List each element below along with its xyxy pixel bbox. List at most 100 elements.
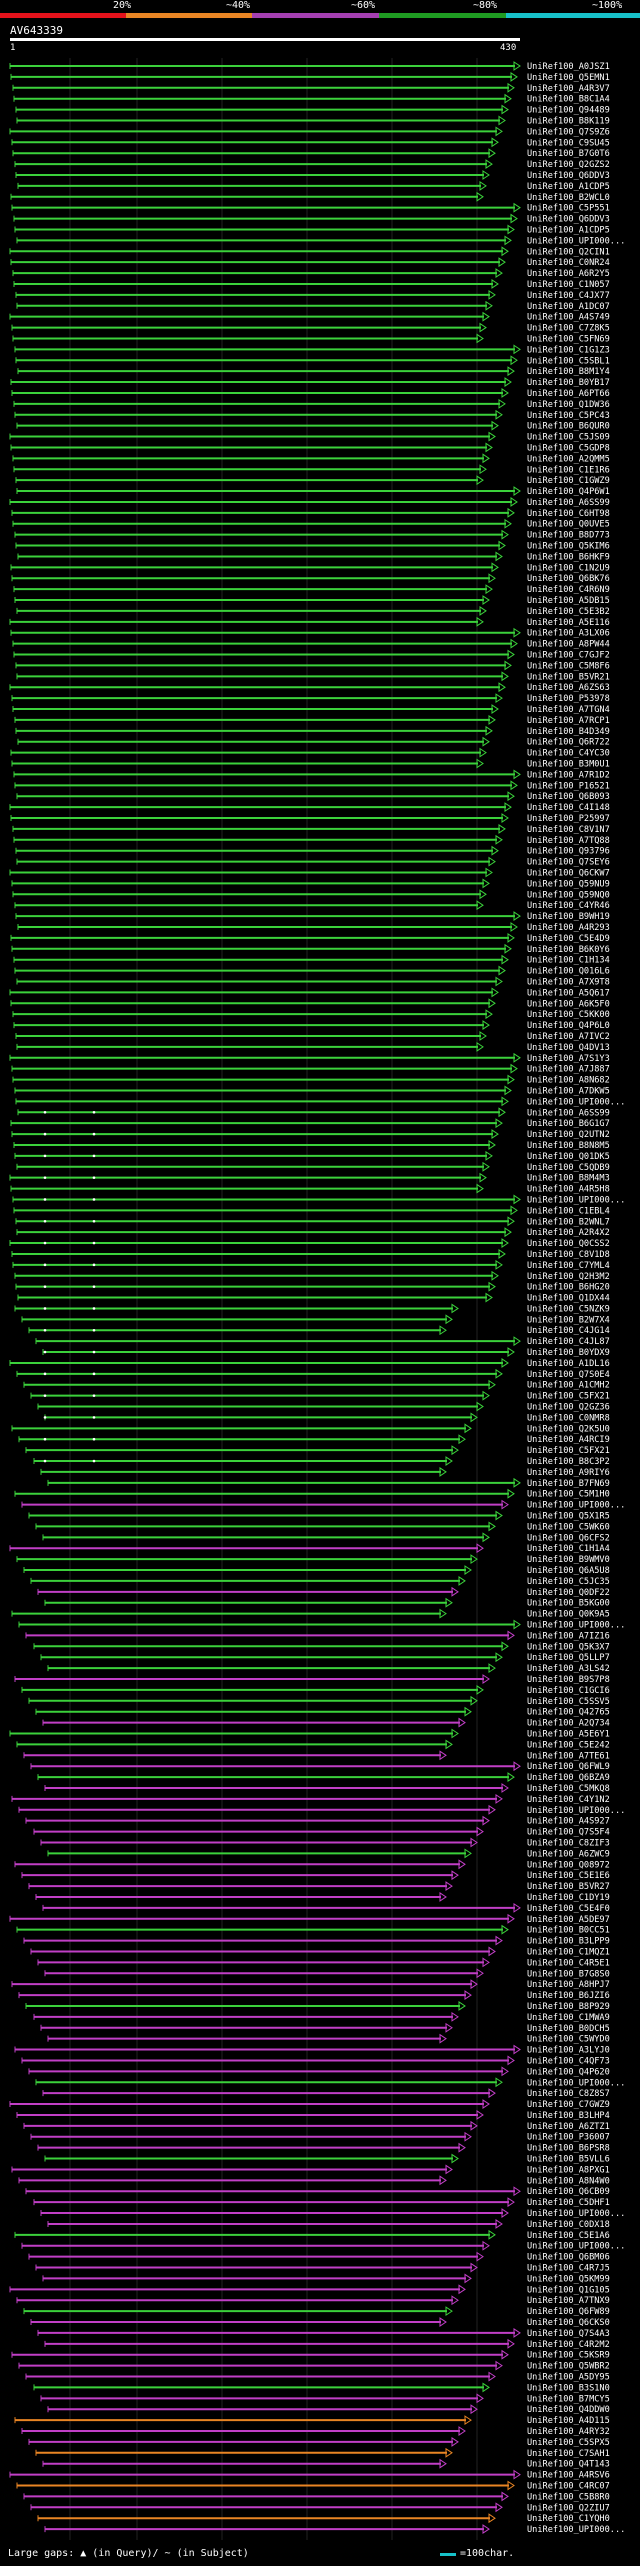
hit-label[interactable]: UniRef100_B6HG20 bbox=[527, 1283, 610, 1293]
hit-label[interactable]: UniRef100_C5GDP8 bbox=[527, 443, 610, 453]
hit-label[interactable]: UniRef100_B5VR27 bbox=[527, 1882, 610, 1892]
hit-label[interactable]: UniRef100_Q7S9Z6 bbox=[527, 127, 610, 137]
hit-label[interactable]: UniRef100_A7IVC2 bbox=[527, 1032, 610, 1042]
hit-label[interactable]: UniRef100_C5FX21 bbox=[527, 1446, 610, 1456]
hit-label[interactable]: UniRef100_C8V1D8 bbox=[527, 1250, 610, 1260]
hit-label[interactable]: UniRef100_C1H134 bbox=[527, 956, 610, 966]
hit-label[interactable]: UniRef100_UPI000... bbox=[527, 1621, 625, 1631]
hit-label[interactable]: UniRef100_C5M1H0 bbox=[527, 1490, 610, 1500]
hit-label[interactable]: UniRef100_Q2H3M2 bbox=[527, 1272, 610, 1282]
hit-label[interactable]: UniRef100_C8V1N7 bbox=[527, 825, 610, 835]
hit-label[interactable]: UniRef100_A2QMM5 bbox=[527, 454, 610, 464]
hit-label[interactable]: UniRef100_Q59NU9 bbox=[527, 879, 610, 889]
hit-label[interactable]: UniRef100_A8HPJ7 bbox=[527, 1980, 610, 1990]
hit-label[interactable]: UniRef100_Q016L6 bbox=[527, 967, 610, 977]
hit-label[interactable]: UniRef100_Q6BM06 bbox=[527, 2253, 610, 2263]
hit-label[interactable]: UniRef100_B6PSR8 bbox=[527, 2144, 610, 2154]
hit-label[interactable]: UniRef100_C5E4D9 bbox=[527, 934, 610, 944]
hit-label[interactable]: UniRef100_Q6DDV3 bbox=[527, 171, 610, 181]
hit-label[interactable]: UniRef100_A6K5F0 bbox=[527, 999, 610, 1009]
hit-label[interactable]: UniRef100_Q1G105 bbox=[527, 2285, 610, 2295]
hit-label[interactable]: UniRef100_A4RSV6 bbox=[527, 2471, 610, 2481]
hit-label[interactable]: UniRef100_Q5WBR2 bbox=[527, 2362, 610, 2372]
hit-label[interactable]: UniRef100_C5KSR9 bbox=[527, 2351, 610, 2361]
hit-label[interactable]: UniRef100_C5JS09 bbox=[527, 433, 610, 443]
hit-label[interactable]: UniRef100_Q6BK76 bbox=[527, 574, 610, 584]
hit-label[interactable]: UniRef100_A5DY95 bbox=[527, 2373, 610, 2383]
hit-label[interactable]: UniRef100_C1E1R6 bbox=[527, 465, 610, 475]
hit-label[interactable]: UniRef100_A1DL16 bbox=[527, 1359, 610, 1369]
hit-label[interactable]: UniRef100_B2W7X4 bbox=[527, 1315, 610, 1325]
hit-label[interactable]: UniRef100_Q1DX44 bbox=[527, 1294, 610, 1304]
hit-label[interactable]: UniRef100_C5WK60 bbox=[527, 1522, 610, 1532]
hit-label[interactable]: UniRef100_A6R2Y5 bbox=[527, 269, 610, 279]
hit-label[interactable]: UniRef100_A7J887 bbox=[527, 1065, 610, 1075]
hit-label[interactable]: UniRef100_A7RCP1 bbox=[527, 716, 610, 726]
hit-label[interactable]: UniRef100_A2R4X2 bbox=[527, 1228, 610, 1238]
hit-label[interactable]: UniRef100_C5E1A6 bbox=[527, 2231, 610, 2241]
hit-label[interactable]: UniRef100_Q4T143 bbox=[527, 2460, 610, 2470]
hit-label[interactable]: UniRef100_B6QUR0 bbox=[527, 422, 610, 432]
hit-label[interactable]: UniRef100_C1N2U9 bbox=[527, 563, 610, 573]
hit-label[interactable]: UniRef100_C4YC30 bbox=[527, 749, 610, 759]
hit-label[interactable]: UniRef100_A7TE61 bbox=[527, 1751, 610, 1761]
hit-label[interactable]: UniRef100_C5E242 bbox=[527, 1740, 610, 1750]
hit-label[interactable]: UniRef100_Q6DDV3 bbox=[527, 215, 610, 225]
hit-label[interactable]: UniRef100_C5QDB9 bbox=[527, 1163, 610, 1173]
hit-label[interactable]: UniRef100_Q59NQ0 bbox=[527, 890, 610, 900]
hit-label[interactable]: UniRef100_Q0UVE5 bbox=[527, 520, 610, 530]
hit-label[interactable]: UniRef100_A0JSZ1 bbox=[527, 62, 610, 72]
hit-label[interactable]: UniRef100_C5FX21 bbox=[527, 1392, 610, 1402]
hit-label[interactable]: UniRef100_C4QF73 bbox=[527, 2056, 610, 2066]
hit-label[interactable]: UniRef100_C1H1A4 bbox=[527, 1544, 610, 1554]
hit-label[interactable]: UniRef100_UPI000... bbox=[527, 1806, 625, 1816]
hit-label[interactable]: UniRef100_UPI000... bbox=[527, 236, 625, 246]
hit-label[interactable]: UniRef100_B9WH19 bbox=[527, 912, 610, 922]
hit-label[interactable]: UniRef100_UPI000... bbox=[527, 2209, 625, 2219]
hit-label[interactable]: UniRef100_A9RIY6 bbox=[527, 1468, 610, 1478]
hit-label[interactable]: UniRef100_B8N8M5 bbox=[527, 1141, 610, 1151]
hit-label[interactable]: UniRef100_Q0K9A5 bbox=[527, 1610, 610, 1620]
hit-label[interactable]: UniRef100_Q6CB09 bbox=[527, 2187, 610, 2197]
hit-label[interactable]: UniRef100_B2WCL0 bbox=[527, 193, 610, 203]
hit-label[interactable]: UniRef100_P53978 bbox=[527, 694, 610, 704]
hit-label[interactable]: UniRef100_A4S749 bbox=[527, 313, 610, 323]
hit-label[interactable]: UniRef100_A1CDP5 bbox=[527, 182, 610, 192]
hit-label[interactable]: UniRef100_Q2ZIU7 bbox=[527, 2503, 610, 2513]
hit-label[interactable]: UniRef100_C7Z8K5 bbox=[527, 324, 610, 334]
hit-label[interactable]: UniRef100_A4RCI9 bbox=[527, 1435, 610, 1445]
hit-label[interactable]: UniRef100_C1N057 bbox=[527, 280, 610, 290]
hit-label[interactable]: UniRef100_B7G0T6 bbox=[527, 149, 610, 159]
hit-label[interactable]: UniRef100_B5VLL6 bbox=[527, 2155, 610, 2165]
hit-label[interactable]: UniRef100_B5VR21 bbox=[527, 672, 610, 682]
hit-label[interactable]: UniRef100_B0DCH5 bbox=[527, 2024, 610, 2034]
hit-label[interactable]: UniRef100_Q7S0E4 bbox=[527, 1370, 610, 1380]
hit-label[interactable]: UniRef100_C7GWZ9 bbox=[527, 2100, 610, 2110]
hit-label[interactable]: UniRef100_A1DC07 bbox=[527, 302, 610, 312]
hit-label[interactable]: UniRef100_Q5KIM6 bbox=[527, 542, 610, 552]
hit-label[interactable]: UniRef100_B3LHP4 bbox=[527, 2111, 610, 2121]
hit-label[interactable]: UniRef100_C1DY19 bbox=[527, 1893, 610, 1903]
hit-label[interactable]: UniRef100_B6G1G7 bbox=[527, 1119, 610, 1129]
hit-label[interactable]: UniRef100_UPI000... bbox=[527, 1195, 625, 1205]
hit-label[interactable]: UniRef100_B9WMV0 bbox=[527, 1555, 610, 1565]
hit-label[interactable]: UniRef100_A8N682 bbox=[527, 1076, 610, 1086]
hit-label[interactable]: UniRef100_A7TQ88 bbox=[527, 836, 610, 846]
hit-label[interactable]: UniRef100_Q7S4A3 bbox=[527, 2329, 610, 2339]
hit-label[interactable]: UniRef100_B3S1N0 bbox=[527, 2383, 610, 2393]
hit-label[interactable]: UniRef100_B3M0U1 bbox=[527, 760, 610, 770]
hit-label[interactable]: UniRef100_C5P551 bbox=[527, 204, 610, 214]
hit-label[interactable]: UniRef100_B8C3P2 bbox=[527, 1457, 610, 1467]
hit-label[interactable]: UniRef100_Q6CFS2 bbox=[527, 1533, 610, 1543]
hit-label[interactable]: UniRef100_C5MKQ8 bbox=[527, 1784, 610, 1794]
hit-label[interactable]: UniRef100_A7X9T8 bbox=[527, 977, 610, 987]
hit-label[interactable]: UniRef100_C5WYD0 bbox=[527, 2035, 610, 2045]
hit-label[interactable]: UniRef100_A6ZTZ1 bbox=[527, 2122, 610, 2132]
hit-label[interactable]: UniRef100_Q6R722 bbox=[527, 738, 610, 748]
hit-label[interactable]: UniRef100_B4D349 bbox=[527, 727, 610, 737]
hit-label[interactable]: UniRef100_C4Y1N2 bbox=[527, 1795, 610, 1805]
hit-label[interactable]: UniRef100_C4JL87 bbox=[527, 1337, 610, 1347]
hit-label[interactable]: UniRef100_C9SU45 bbox=[527, 138, 610, 148]
hit-label[interactable]: UniRef100_B8P929 bbox=[527, 2002, 610, 2012]
hit-label[interactable]: UniRef100_C5M8F6 bbox=[527, 661, 610, 671]
